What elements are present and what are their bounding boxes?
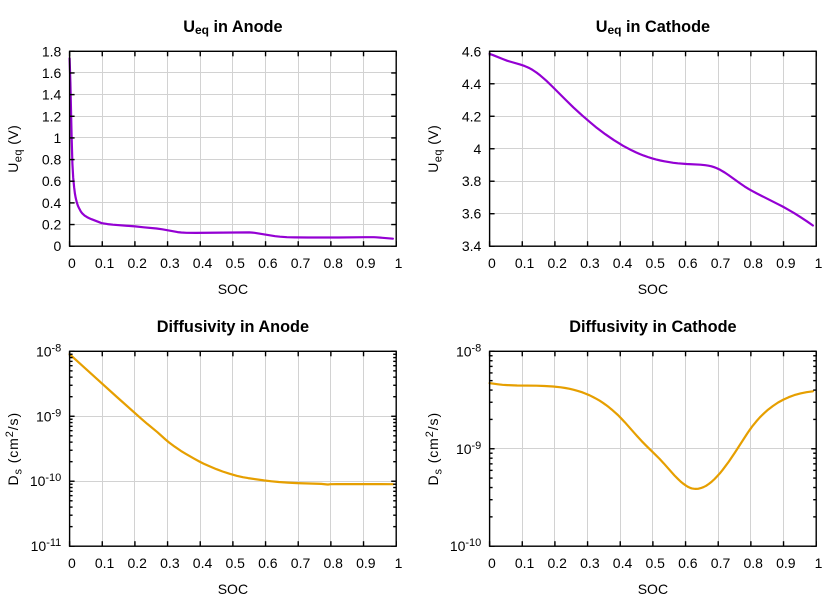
svg-text:0.5: 0.5 bbox=[225, 555, 245, 571]
svg-text:0.1: 0.1 bbox=[515, 555, 535, 571]
svg-text:1.2: 1.2 bbox=[42, 108, 62, 124]
svg-text:0.3: 0.3 bbox=[160, 555, 180, 571]
svg-text:1: 1 bbox=[815, 555, 823, 571]
svg-text:0.2: 0.2 bbox=[42, 217, 62, 233]
svg-text:0.8: 0.8 bbox=[323, 255, 343, 271]
svg-text:0.2: 0.2 bbox=[127, 255, 147, 271]
svg-text:0: 0 bbox=[54, 238, 62, 254]
svg-text:Ds (cm2/s): Ds (cm2/s) bbox=[4, 412, 25, 486]
svg-text:3.4: 3.4 bbox=[462, 238, 482, 254]
svg-text:0: 0 bbox=[488, 555, 496, 571]
svg-text:0.4: 0.4 bbox=[613, 255, 633, 271]
svg-text:0.2: 0.2 bbox=[547, 255, 567, 271]
svg-text:0.3: 0.3 bbox=[580, 255, 600, 271]
svg-text:0.9: 0.9 bbox=[776, 555, 796, 571]
svg-text:0.1: 0.1 bbox=[95, 555, 115, 571]
svg-text:0.6: 0.6 bbox=[42, 173, 62, 189]
svg-text:4.4: 4.4 bbox=[462, 76, 482, 92]
svg-text:0.6: 0.6 bbox=[258, 255, 278, 271]
svg-text:3.8: 3.8 bbox=[462, 173, 482, 189]
svg-text:0.5: 0.5 bbox=[645, 555, 665, 571]
svg-text:0.8: 0.8 bbox=[323, 555, 343, 571]
svg-text:0: 0 bbox=[68, 555, 76, 571]
svg-text:0.5: 0.5 bbox=[645, 255, 665, 271]
svg-text:0.6: 0.6 bbox=[678, 555, 698, 571]
svg-text:0.8: 0.8 bbox=[743, 255, 763, 271]
svg-text:0.7: 0.7 bbox=[711, 555, 731, 571]
svg-text:Ueq in Cathode: Ueq in Cathode bbox=[596, 18, 710, 37]
svg-text:1: 1 bbox=[815, 255, 823, 271]
svg-text:1: 1 bbox=[54, 130, 62, 146]
svg-text:4.6: 4.6 bbox=[462, 43, 482, 59]
svg-text:Diffusivity in Anode: Diffusivity in Anode bbox=[157, 318, 309, 336]
svg-text:0.7: 0.7 bbox=[711, 255, 731, 271]
svg-text:0.4: 0.4 bbox=[613, 555, 633, 571]
svg-text:0.2: 0.2 bbox=[547, 555, 567, 571]
svg-text:0: 0 bbox=[488, 255, 496, 271]
svg-text:1.8: 1.8 bbox=[42, 43, 62, 59]
svg-text:SOC: SOC bbox=[638, 281, 668, 297]
svg-text:3.6: 3.6 bbox=[462, 206, 482, 222]
svg-text:4.2: 4.2 bbox=[462, 108, 482, 124]
svg-text:0.3: 0.3 bbox=[160, 255, 180, 271]
svg-text:0.7: 0.7 bbox=[291, 255, 311, 271]
svg-text:0.4: 0.4 bbox=[193, 555, 213, 571]
svg-text:0: 0 bbox=[68, 255, 76, 271]
svg-text:SOC: SOC bbox=[218, 581, 248, 597]
svg-text:0.3: 0.3 bbox=[580, 555, 600, 571]
svg-text:1: 1 bbox=[395, 255, 403, 271]
svg-text:1.6: 1.6 bbox=[42, 65, 62, 81]
svg-text:0.2: 0.2 bbox=[127, 555, 147, 571]
svg-text:1.4: 1.4 bbox=[42, 87, 62, 103]
svg-text:SOC: SOC bbox=[638, 581, 668, 597]
svg-text:4: 4 bbox=[474, 141, 482, 157]
svg-text:0.4: 0.4 bbox=[42, 195, 62, 211]
svg-text:0.4: 0.4 bbox=[193, 255, 213, 271]
svg-text:0.9: 0.9 bbox=[776, 255, 796, 271]
svg-text:0.5: 0.5 bbox=[225, 255, 245, 271]
svg-text:SOC: SOC bbox=[218, 281, 248, 297]
svg-text:0.7: 0.7 bbox=[291, 555, 311, 571]
svg-text:0.9: 0.9 bbox=[356, 555, 376, 571]
svg-text:Diffusivity in Cathode: Diffusivity in Cathode bbox=[569, 318, 736, 336]
svg-text:1: 1 bbox=[395, 555, 403, 571]
svg-text:0.6: 0.6 bbox=[678, 255, 698, 271]
svg-text:0.8: 0.8 bbox=[42, 152, 62, 168]
svg-text:0.1: 0.1 bbox=[95, 255, 115, 271]
svg-text:0.6: 0.6 bbox=[258, 555, 278, 571]
svg-text:0.9: 0.9 bbox=[356, 255, 376, 271]
svg-text:0.1: 0.1 bbox=[515, 255, 535, 271]
svg-text:Ueq in Anode: Ueq in Anode bbox=[183, 18, 282, 37]
svg-text:Ds (cm2/s): Ds (cm2/s) bbox=[424, 412, 445, 486]
svg-text:0.8: 0.8 bbox=[743, 555, 763, 571]
